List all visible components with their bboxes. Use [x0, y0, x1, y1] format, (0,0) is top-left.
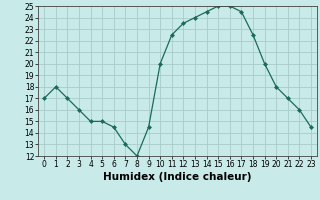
X-axis label: Humidex (Indice chaleur): Humidex (Indice chaleur) — [103, 172, 252, 182]
